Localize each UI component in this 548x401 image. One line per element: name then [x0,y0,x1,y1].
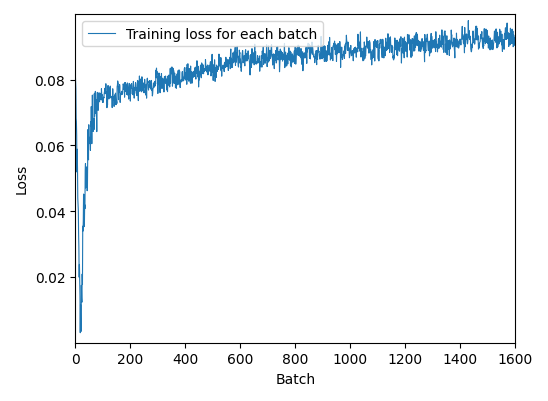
Line: Training loss for each batch: Training loss for each batch [75,22,515,333]
Training loss for each batch [375,48,382,53]
Legend: Training loss for each batch: Training loss for each batch [82,22,323,47]
Y-axis label: Loss: Loss [15,164,29,194]
Training loss for each batch [77,330,83,335]
Training loss for each batch [512,36,518,41]
X-axis label: Batch: Batch [275,372,315,386]
Training loss for each batch [465,19,472,24]
Training loss for each batch [72,30,78,34]
Training loss for each batch [151,85,157,90]
Training loss for each batch [271,67,278,72]
Training loss for each batch [80,192,87,197]
Training loss for each batch [297,49,304,53]
Training loss for each batch [484,30,490,35]
